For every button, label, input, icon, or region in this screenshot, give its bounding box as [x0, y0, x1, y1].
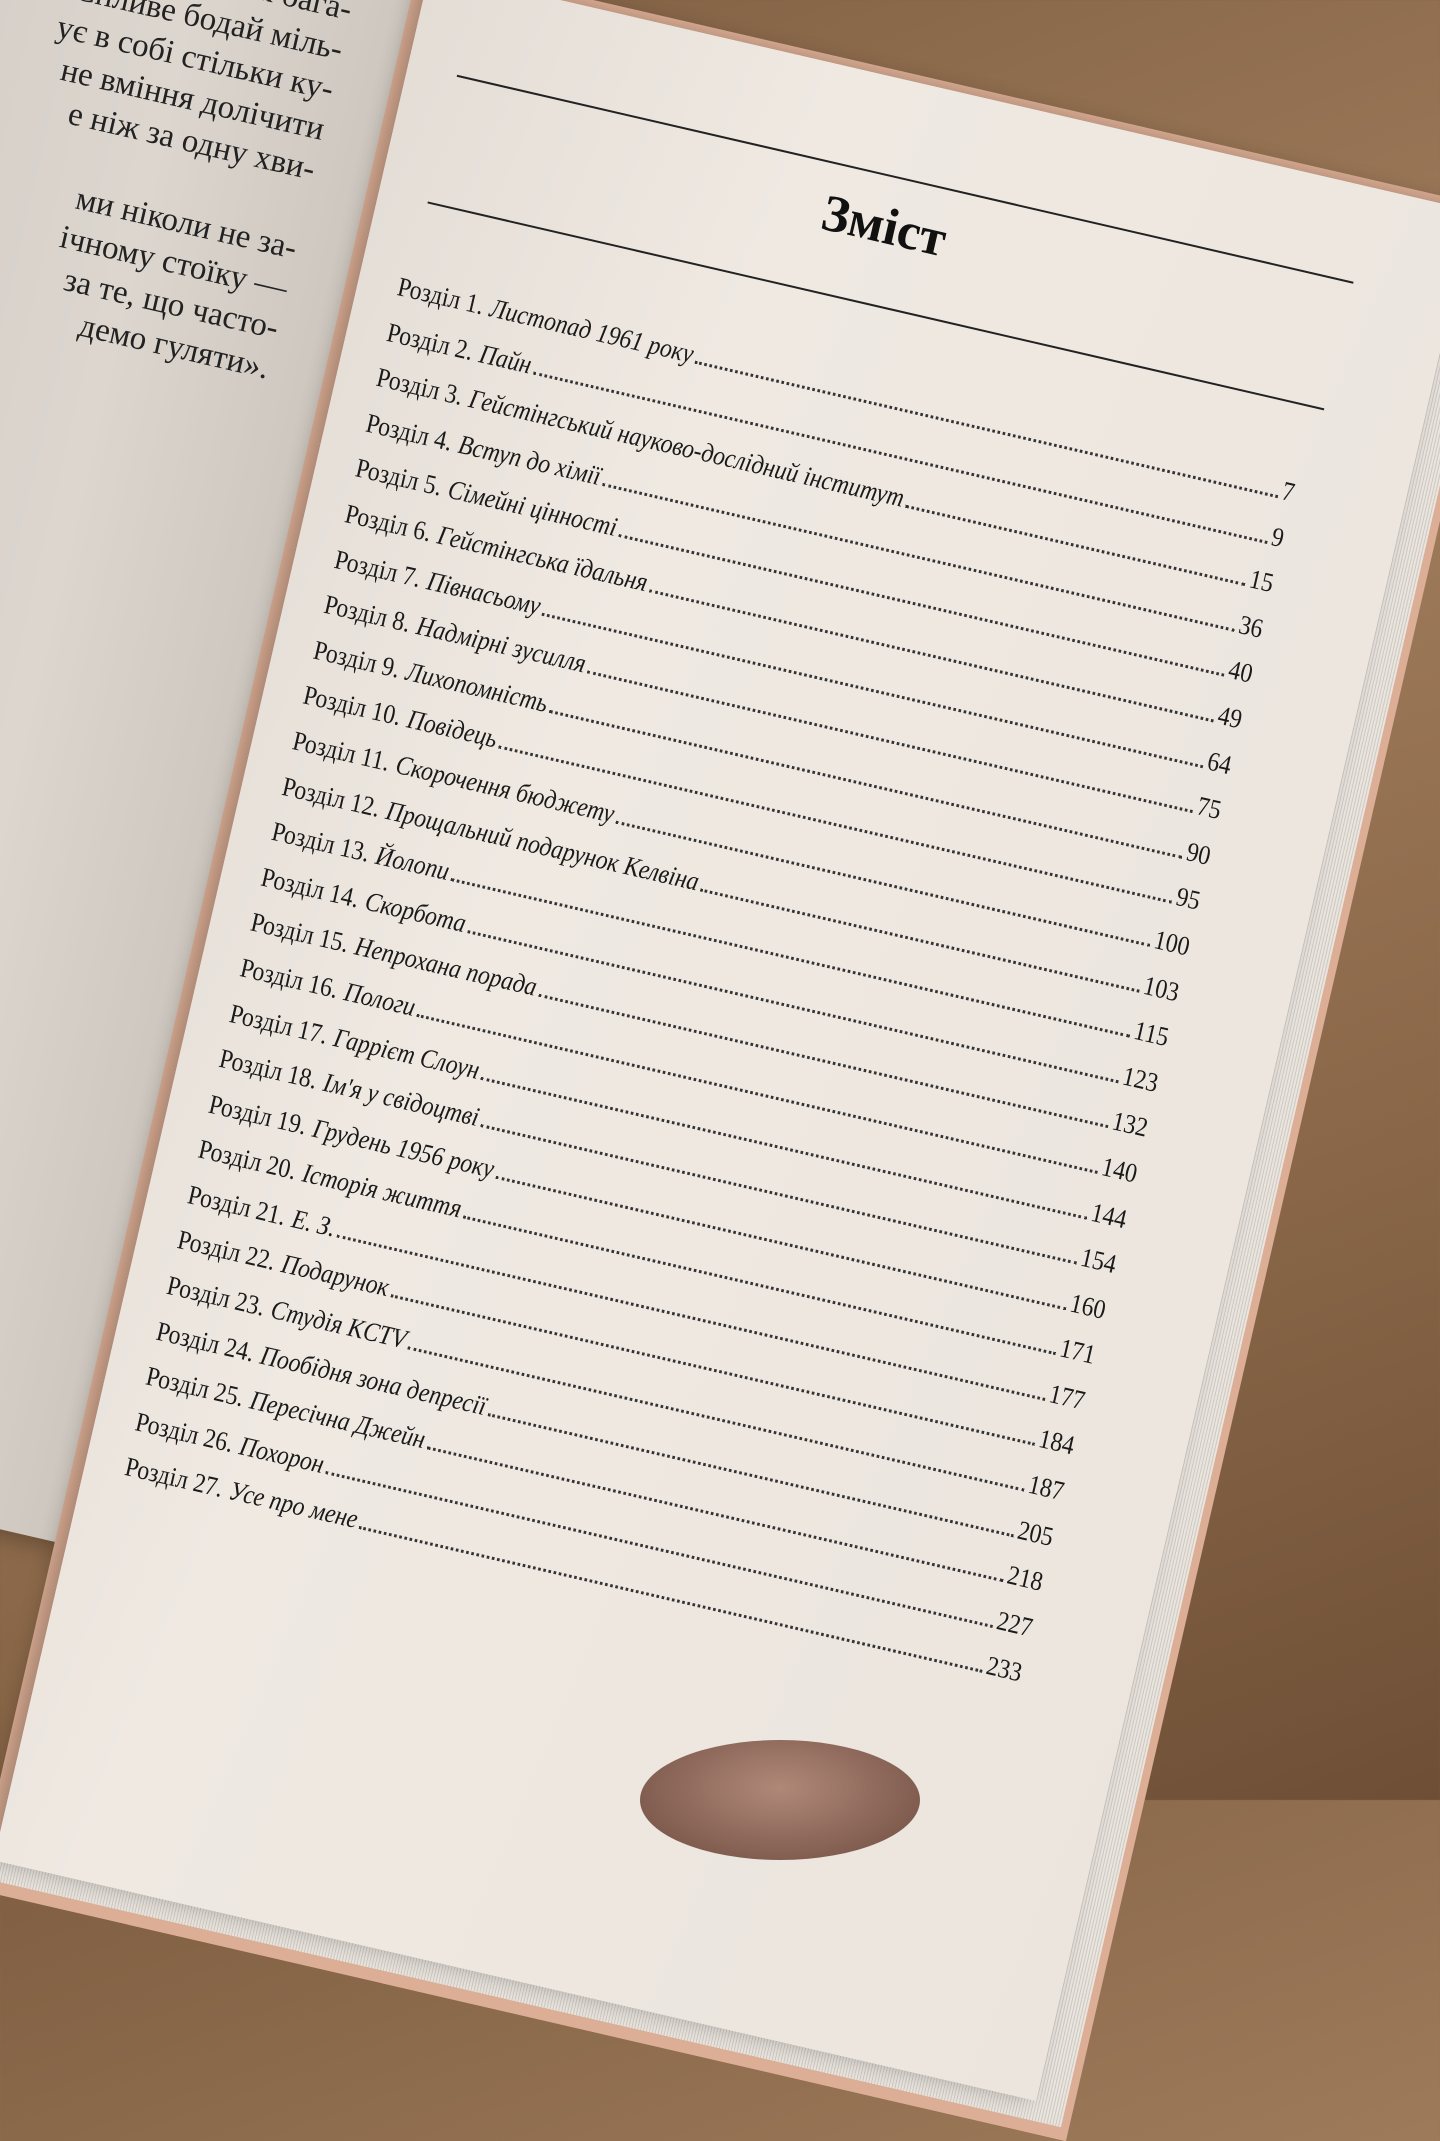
page-number: 184 — [1035, 1423, 1078, 1461]
page-number: 49 — [1215, 699, 1246, 735]
page-number: 160 — [1067, 1287, 1109, 1325]
page-number: 103 — [1140, 969, 1183, 1007]
finger — [640, 1740, 920, 1860]
page-number: 154 — [1077, 1241, 1120, 1280]
page-number: 218 — [1004, 1559, 1046, 1597]
page-number: 115 — [1131, 1015, 1172, 1053]
page-number: 36 — [1236, 609, 1267, 644]
page-number: 15 — [1246, 563, 1277, 599]
page-number: 9 — [1268, 520, 1288, 553]
page-number: 75 — [1194, 790, 1225, 826]
page-number: 132 — [1109, 1105, 1151, 1143]
page-number: 233 — [983, 1650, 1026, 1688]
paragraph: …ніє — вдавав,решті помітив, як бага-о. … — [0, 0, 365, 191]
page-number: 227 — [994, 1605, 1036, 1643]
page-number: 64 — [1204, 745, 1235, 780]
left-page-text: …ніє — вдавав,решті помітив, як бага-о. … — [0, 0, 365, 428]
page-number: 144 — [1088, 1196, 1130, 1234]
chapter-number: Розділ 1. — [394, 271, 488, 321]
page-number: 123 — [1119, 1060, 1162, 1098]
page-number: 177 — [1046, 1378, 1088, 1416]
page-number: 171 — [1056, 1332, 1099, 1370]
page-number: 95 — [1173, 881, 1204, 917]
page-number: 90 — [1183, 836, 1214, 871]
page-number: 205 — [1014, 1514, 1057, 1552]
page-number: 140 — [1098, 1151, 1141, 1189]
page-number: 7 — [1279, 475, 1298, 508]
page-number: 40 — [1225, 654, 1256, 690]
page-number: 100 — [1151, 924, 1193, 962]
page-number: 187 — [1025, 1468, 1067, 1507]
